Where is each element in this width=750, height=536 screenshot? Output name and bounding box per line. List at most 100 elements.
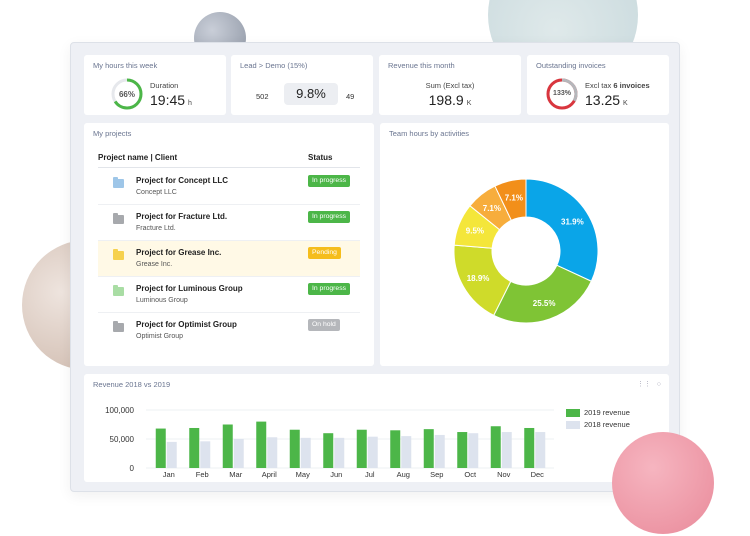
status-badge: In progress	[308, 175, 351, 187]
bar-2019[interactable]	[256, 421, 267, 468]
revenue-month-number: 198.9	[428, 92, 464, 108]
legend-label-2019: 2019 revenue	[584, 408, 630, 417]
folder-icon	[113, 249, 124, 260]
legend-item-2019[interactable]: 2019 revenue	[566, 408, 630, 418]
bar-2019[interactable]	[155, 428, 166, 468]
team-hours-card: Team hours by activities 31.9% 25.5% 18.9%…	[380, 123, 669, 366]
bar-2018[interactable]	[434, 434, 445, 468]
revenue-month-label: Sum (Excl tax)	[425, 81, 475, 90]
bar-2018[interactable]	[501, 432, 512, 468]
row-divider	[98, 240, 360, 241]
invoices-value-number: 13.25	[585, 92, 621, 108]
invoices-percent: 133%	[553, 90, 571, 97]
project-client: Optimist Group	[136, 333, 184, 340]
projects-col-status[interactable]: Status	[308, 153, 333, 162]
bar-2018[interactable]	[334, 437, 345, 468]
hours-card[interactable]: My hours this week 66% Duration 19:45 h	[84, 55, 226, 115]
x-tick-label: Mar	[229, 470, 242, 479]
drag-icon[interactable]: ⋮⋮	[636, 381, 651, 388]
bar-2019[interactable]	[524, 427, 535, 468]
project-client: Fracture Ltd.	[136, 225, 176, 232]
donut-slice[interactable]	[493, 264, 593, 324]
donut-slice[interactable]	[525, 178, 599, 282]
lead-card-title: Lead > Demo (15%)	[240, 61, 308, 70]
projects-card-title: My projects	[93, 129, 132, 138]
bar-2019[interactable]	[323, 433, 334, 468]
settings-icon[interactable]: ○	[656, 381, 661, 388]
dashboard: My hours this week 66% Duration 19:45 h L…	[70, 42, 680, 492]
bar-2018[interactable]	[367, 436, 378, 468]
x-tick-label: April	[262, 470, 277, 479]
project-client: Grease Inc.	[136, 261, 173, 268]
bar-2018[interactable]	[401, 436, 412, 468]
project-name[interactable]: Project for Grease Inc.	[136, 248, 222, 257]
project-name[interactable]: Project for Optimist Group	[136, 320, 237, 329]
donut-slice-label: 31.9%	[561, 217, 584, 226]
table-row[interactable]: Project for Optimist Group Optimist Grou…	[98, 313, 360, 349]
demo-count: 49	[346, 92, 355, 101]
revenue-month-card[interactable]: Revenue this month Sum (Excl tax) 198.9 K	[379, 55, 521, 115]
project-name[interactable]: Project for Luminous Group	[136, 284, 243, 293]
revenue-bar-chart: 100,000 50,000 0 Jan Feb Mar April May Jun Jul Aug…	[105, 406, 554, 479]
revenue-month-title: Revenue this month	[388, 61, 455, 70]
project-client: Luminous Group	[136, 297, 188, 304]
x-tick-label: Sep	[430, 470, 443, 479]
projects-card: My projects Project name | Client Status…	[84, 123, 374, 366]
bar-2018[interactable]	[200, 441, 211, 468]
legend-swatch-2019	[566, 409, 580, 418]
x-tick-label: Jun	[330, 470, 342, 479]
lead-count: 502	[256, 92, 269, 101]
project-client: Concept LLC	[136, 189, 177, 196]
folder-icon	[113, 177, 124, 188]
donut-slice-label: 9.5%	[466, 227, 484, 236]
bar-2018[interactable]	[267, 437, 278, 468]
x-tick-label: Oct	[464, 470, 477, 479]
bar-2019[interactable]	[490, 426, 501, 468]
bar-2019[interactable]	[390, 430, 401, 468]
table-row[interactable]: Project for Grease Inc. Grease Inc. Pend…	[98, 241, 360, 277]
bar-2019[interactable]	[457, 432, 468, 468]
hours-value-number: 19:45	[150, 92, 186, 108]
x-tick-label: Feb	[196, 470, 209, 479]
status-badge: On hold	[308, 319, 340, 331]
invoices-value: 13.25 K	[585, 92, 628, 108]
projects-col-name[interactable]: Project name | Client	[98, 153, 178, 162]
hours-value: 19:45 h	[150, 92, 192, 108]
table-row[interactable]: Project for Fracture Ltd. Fracture Ltd. …	[98, 205, 360, 241]
lead-card[interactable]: Lead > Demo (15%) 502 9.8% 49	[231, 55, 373, 115]
status-badge: Pending	[308, 247, 341, 259]
revenue-chart-card: Revenue 2018 vs 2019 ⋮⋮ ○ 100,000 50,000 0…	[84, 374, 669, 482]
legend-swatch-2018	[566, 421, 580, 430]
project-name[interactable]: Project for Fracture Ltd.	[136, 212, 228, 221]
legend-item-2018[interactable]: 2018 revenue	[566, 420, 630, 430]
table-row[interactable]: Project for Luminous Group Luminous Grou…	[98, 277, 360, 313]
revenue-chart-title: Revenue 2018 vs 2019	[93, 380, 171, 389]
project-name[interactable]: Project for Concept LLC	[136, 176, 229, 185]
x-tick-label: Jul	[365, 470, 375, 479]
invoices-unit: K	[623, 100, 628, 107]
bar-2018[interactable]	[300, 437, 311, 468]
donut-slice-label: 7.1%	[505, 193, 523, 202]
hours-percent: 66%	[118, 90, 135, 99]
bar-2019[interactable]	[356, 429, 367, 468]
bar-2019[interactable]	[189, 427, 200, 468]
bar-2018[interactable]	[166, 441, 177, 468]
donut-slice[interactable]	[494, 178, 527, 221]
revenue-card-tools: ⋮⋮ ○	[637, 380, 661, 388]
invoices-progress-ring	[546, 78, 578, 110]
bar-2019[interactable]	[222, 424, 233, 469]
x-tick-label: Nov	[497, 470, 511, 479]
bar-2018[interactable]	[233, 439, 244, 468]
invoices-card[interactable]: Outstanding invoices 133% Excl tax 6 inv…	[527, 55, 669, 115]
y-tick-label: 50,000	[110, 435, 135, 444]
revenue-month-value: 198.9 K	[379, 92, 521, 108]
bar-2019[interactable]	[423, 429, 434, 468]
bar-2019[interactable]	[289, 429, 300, 468]
x-tick-label: Dec	[531, 470, 545, 479]
y-tick-label: 100,000	[105, 406, 134, 415]
bar-2018[interactable]	[468, 433, 479, 468]
row-divider	[98, 312, 360, 313]
bar-2018[interactable]	[535, 432, 546, 468]
folder-icon	[113, 285, 124, 296]
table-row[interactable]: Project for Concept LLC Concept LLC In p…	[98, 169, 360, 205]
